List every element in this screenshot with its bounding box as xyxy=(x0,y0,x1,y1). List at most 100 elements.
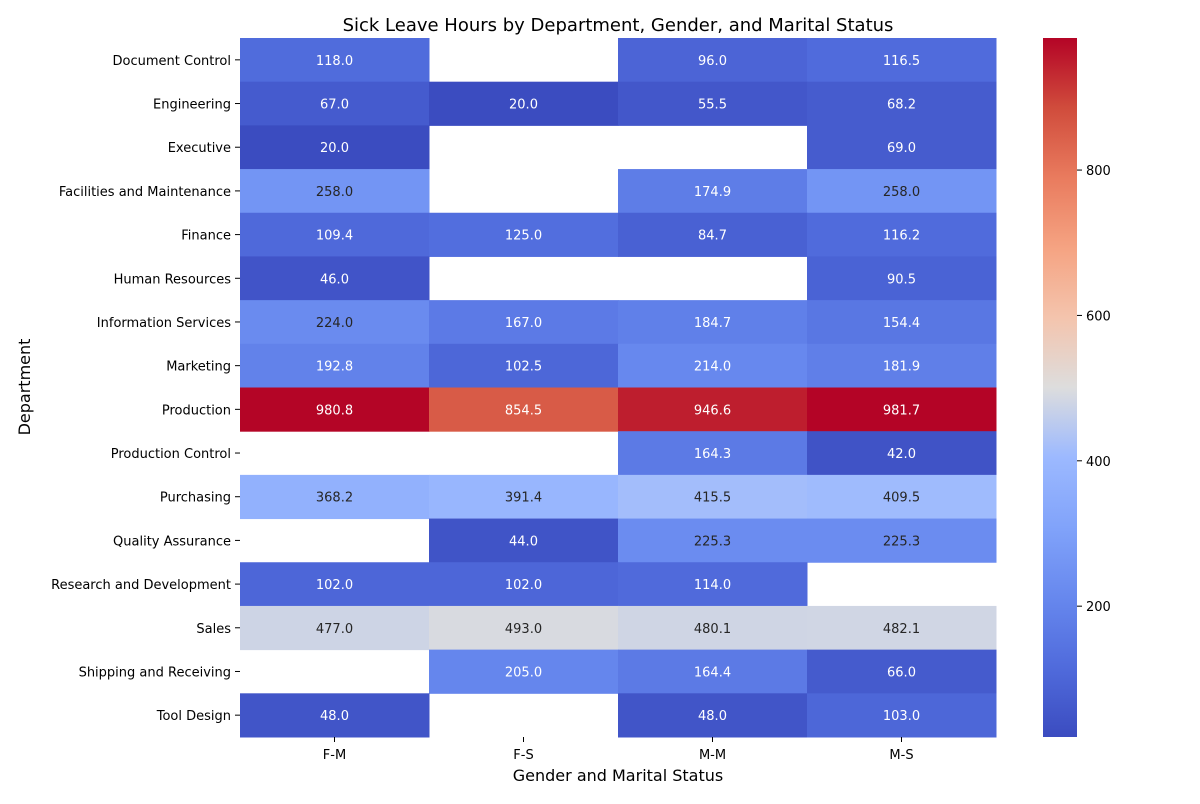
heatmap-cell-labels: 118.0 96.0 116.5 67.0 20.0 55.5 68.2 20.0 69.0 25… xyxy=(316,54,920,724)
cell-value-label: 109.4 xyxy=(316,229,353,244)
cell-value-label: 981.7 xyxy=(883,403,920,418)
heatmap-cell xyxy=(618,431,808,476)
heatmap-cell xyxy=(618,38,808,83)
cell-value-label: 46.0 xyxy=(320,272,349,287)
heatmap-cell xyxy=(240,474,430,520)
cell-value-label: 174.9 xyxy=(694,185,731,200)
y-tick-label: Purchasing xyxy=(160,491,231,506)
heatmap-cell xyxy=(240,125,430,170)
colorbar-tick-label: 400 xyxy=(1086,455,1111,470)
y-tick-label: Human Resources xyxy=(114,272,232,287)
heatmap-cell xyxy=(618,562,808,607)
x-tick-label: M-M xyxy=(699,748,726,763)
heatmap-cell xyxy=(807,343,997,388)
heatmap-cell xyxy=(807,169,997,214)
cell-value-label: 368.2 xyxy=(316,491,353,506)
heatmap-cell xyxy=(429,300,619,345)
cell-value-label: 44.0 xyxy=(509,534,538,549)
cell-value-label: 482.1 xyxy=(883,622,920,637)
cell-value-label: 20.0 xyxy=(320,141,349,156)
y-tick-label: Shipping and Receiving xyxy=(79,665,231,680)
heatmap-cell xyxy=(618,343,808,388)
cell-value-label: 48.0 xyxy=(698,709,727,724)
cell-value-label: 116.5 xyxy=(883,54,920,69)
cell-value-label: 258.0 xyxy=(883,185,920,200)
cell-value-label: 102.0 xyxy=(316,578,353,593)
heatmap-cell xyxy=(807,125,997,170)
y-tick-label: Research and Development xyxy=(51,578,231,593)
cell-value-label: 225.3 xyxy=(883,534,920,549)
cell-value-label: 20.0 xyxy=(509,98,538,113)
y-tick-label: Production xyxy=(162,403,231,418)
cell-value-label: 192.8 xyxy=(316,360,353,375)
cell-value-label: 946.6 xyxy=(694,403,731,418)
cell-value-label: 224.0 xyxy=(316,316,353,331)
cell-value-label: 102.5 xyxy=(505,360,542,375)
colorbar-gradient xyxy=(1043,38,1077,737)
chart-title: Sick Leave Hours by Department, Gender, … xyxy=(343,15,894,36)
cell-value-label: 205.0 xyxy=(505,665,542,680)
heatmap-cell xyxy=(240,81,430,126)
heatmap-cell xyxy=(618,387,808,432)
heatmap-cell xyxy=(807,256,997,301)
cell-value-label: 103.0 xyxy=(883,709,920,724)
heatmap-cell xyxy=(240,38,430,83)
heatmap-cell xyxy=(807,605,997,651)
cell-value-label: 114.0 xyxy=(694,578,731,593)
heatmap-cell xyxy=(807,649,997,694)
cell-value-label: 154.4 xyxy=(883,316,920,331)
heatmap-cell xyxy=(618,518,808,563)
heatmap-cell xyxy=(429,212,619,257)
cell-value-label: 164.3 xyxy=(694,447,731,462)
colorbar-tick-label: 800 xyxy=(1086,164,1111,179)
heatmap-cell xyxy=(807,38,997,83)
y-tick-label: Quality Assurance xyxy=(113,534,231,549)
heatmap-cell xyxy=(240,387,430,432)
heatmap-cell xyxy=(429,605,619,651)
heatmap-cell xyxy=(807,387,997,432)
y-tick-label: Production Control xyxy=(111,447,231,462)
heatmap-cell xyxy=(240,169,430,214)
heatmap-cell xyxy=(807,431,997,476)
heatmap-cell xyxy=(618,169,808,214)
heatmap-cell xyxy=(429,562,619,607)
x-axis-ticks: F-M F-S M-M M-S xyxy=(323,737,914,763)
heatmap-cell xyxy=(618,474,808,520)
cell-value-label: 225.3 xyxy=(694,534,731,549)
heatmap-cell xyxy=(618,212,808,257)
cell-value-label: 48.0 xyxy=(320,709,349,724)
heatmap-cell xyxy=(429,81,619,126)
cell-value-label: 391.4 xyxy=(505,491,542,506)
y-tick-label: Engineering xyxy=(153,98,231,113)
heatmap-cell xyxy=(429,387,619,432)
heatmap-cell xyxy=(618,693,808,738)
cell-value-label: 477.0 xyxy=(316,622,353,637)
cell-value-label: 42.0 xyxy=(887,447,916,462)
heatmap-cell xyxy=(618,81,808,126)
heatmap-cell xyxy=(429,649,619,694)
cell-value-label: 164.4 xyxy=(694,665,731,680)
cell-value-label: 116.2 xyxy=(883,229,920,244)
heatmap-cell xyxy=(240,343,430,388)
y-tick-label: Sales xyxy=(196,622,231,637)
cell-value-label: 84.7 xyxy=(698,229,727,244)
cell-value-label: 118.0 xyxy=(316,54,353,69)
colorbar-tick-label: 600 xyxy=(1086,309,1111,324)
heatmap-cell xyxy=(240,256,430,301)
heatmap-cell xyxy=(807,474,997,520)
y-tick-label: Facilities and Maintenance xyxy=(59,185,231,200)
cell-value-label: 409.5 xyxy=(883,491,920,506)
heatmap-cell xyxy=(807,300,997,345)
cell-value-label: 55.5 xyxy=(698,98,727,113)
cell-value-label: 125.0 xyxy=(505,229,542,244)
cell-value-label: 214.0 xyxy=(694,360,731,375)
cell-value-label: 102.0 xyxy=(505,578,542,593)
cell-value-label: 184.7 xyxy=(694,316,731,331)
heatmap-cell xyxy=(240,562,430,607)
x-tick-label: M-S xyxy=(889,748,913,763)
y-tick-label: Finance xyxy=(181,229,231,244)
y-axis-label: Department xyxy=(15,339,34,436)
cell-value-label: 67.0 xyxy=(320,98,349,113)
